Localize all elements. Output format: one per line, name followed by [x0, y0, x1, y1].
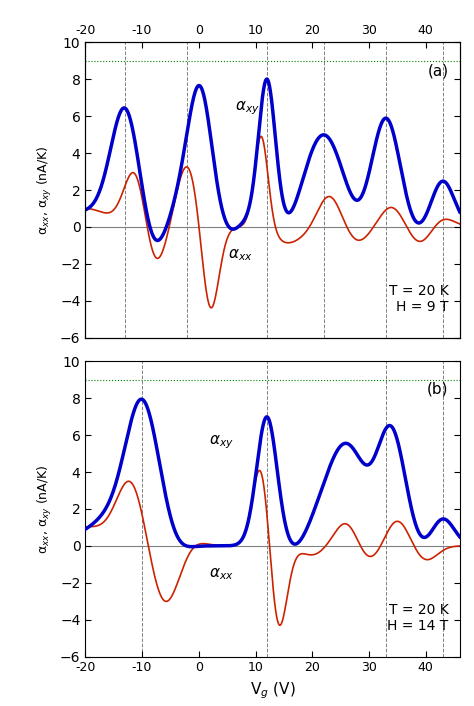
- Text: T = 20 K
H = 14 T: T = 20 K H = 14 T: [387, 603, 448, 633]
- Text: (b): (b): [427, 382, 448, 397]
- Text: (a): (a): [428, 63, 448, 78]
- Text: $\alpha_{xy}$: $\alpha_{xy}$: [235, 100, 260, 117]
- Text: $\alpha_{xy}$: $\alpha_{xy}$: [209, 433, 234, 450]
- Text: $\alpha_{xx}$: $\alpha_{xx}$: [209, 566, 234, 582]
- Text: $\alpha_{xx}$: $\alpha_{xx}$: [228, 247, 252, 263]
- Y-axis label: α$_{xx}$, α$_{xy}$ (nA/K): α$_{xx}$, α$_{xy}$ (nA/K): [36, 145, 55, 235]
- X-axis label: V$_g$ (V): V$_g$ (V): [250, 680, 295, 700]
- Y-axis label: α$_{xx}$, α$_{xy}$ (nA/K): α$_{xx}$, α$_{xy}$ (nA/K): [36, 464, 55, 554]
- Text: T = 20 K
H = 9 T: T = 20 K H = 9 T: [389, 284, 448, 314]
